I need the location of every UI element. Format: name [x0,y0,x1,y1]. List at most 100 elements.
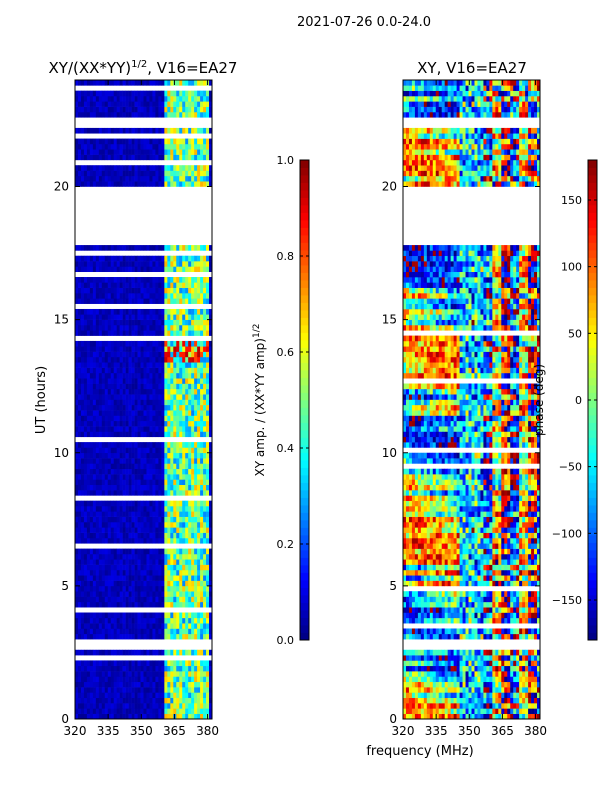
heatmap-cell [176,426,179,432]
heatmap-cell [146,410,149,416]
heatmap-cell [135,597,138,603]
heatmap-cell [78,384,81,390]
heatmap-cell [141,330,144,336]
heatmap-cell [203,431,206,437]
heatmap-cell [161,320,164,326]
heatmap-cell [120,389,123,395]
heatmap-cell [182,623,185,629]
heatmap-cell [102,634,105,640]
heatmap-cell [203,389,206,395]
heatmap-cell [167,676,170,682]
heatmap-cell [197,431,200,437]
heatmap-cell [457,671,460,677]
heatmap-cell [170,256,173,262]
heatmap-cell [105,565,108,571]
heatmap-cell [96,554,99,560]
heatmap-cell [111,314,114,320]
heatmap-cell [176,586,179,592]
heatmap-cell [200,165,203,171]
heatmap-cell [203,112,206,118]
heatmap-cell [96,613,99,619]
heatmap-cell [173,463,176,469]
heatmap-cell [173,490,176,496]
heatmap-cell [78,256,81,262]
heatmap-cell [120,314,123,320]
heatmap-cell [185,575,188,581]
heatmap-cell [114,352,117,358]
heatmap-cell [111,346,114,352]
heatmap-cell [203,426,206,432]
heatmap-cell [200,506,203,512]
heatmap-cell [99,362,102,368]
heatmap-cell [108,378,111,384]
heatmap-cell [504,703,507,709]
heatmap-cell [161,623,164,629]
heatmap-cell [81,378,84,384]
heatmap-cell [179,682,182,688]
heatmap-cell [105,330,108,336]
heatmap-cell [138,581,141,587]
heatmap-cell [463,676,466,682]
heatmap-cell [167,176,170,182]
heatmap-cell [90,533,93,539]
heatmap-cell [185,426,188,432]
heatmap-cell [141,602,144,608]
heatmap-cell [164,714,167,720]
heatmap-cell [197,165,200,171]
heatmap-cell [114,666,117,672]
heatmap-cell [179,171,182,177]
heatmap-cell [519,687,522,693]
heatmap-cell [102,586,105,592]
heatmap-cell [138,469,141,475]
heatmap-cell [167,501,170,507]
heatmap-cell [161,559,164,565]
heatmap-cell [102,479,105,485]
heatmap-cell [155,107,158,113]
heatmap-cell [144,325,147,331]
heatmap-cell [206,490,209,496]
heatmap-cell [102,591,105,597]
heatmap-cell [173,256,176,262]
heatmap-cell [96,394,99,400]
heatmap-cell [424,671,427,677]
heatmap-cell [182,288,185,294]
heatmap-cell [132,501,135,507]
heatmap-cell [120,511,123,517]
heatmap-cell [206,325,209,331]
heatmap-cell [126,591,129,597]
heatmap-cell [167,405,170,411]
heatmap-cell [173,565,176,571]
heatmap-cell [173,533,176,539]
heatmap-cell [81,181,84,187]
heatmap-cell [167,565,170,571]
heatmap-cell [108,522,111,528]
heatmap-cell [81,554,84,560]
heatmap-cell [108,357,111,363]
heatmap-cell [173,421,176,427]
heatmap-cell [421,703,424,709]
heatmap-cell [81,469,84,475]
heatmap-cell [185,405,188,411]
heatmap-cell [102,80,105,86]
heatmap-cell [191,256,194,262]
heatmap-cell [152,314,155,320]
heatmap-cell [158,549,161,555]
heatmap-cell [182,384,185,390]
heatmap-cell [206,479,209,485]
heatmap-cell [200,538,203,544]
heatmap-cell [149,666,152,672]
heatmap-cell [138,533,141,539]
heatmap-cell [173,602,176,608]
heatmap-cell [504,655,507,661]
heatmap-cell [179,80,182,86]
heatmap-cell [129,176,132,182]
heatmap-cell [120,357,123,363]
heatmap-cell [135,256,138,262]
heatmap-cell [87,320,90,326]
heatmap-cell [194,714,197,720]
heatmap-cell [179,144,182,150]
heatmap-cell [504,708,507,714]
heatmap-cell [200,559,203,565]
heatmap-cell [167,634,170,640]
heatmap-cell [144,586,147,592]
